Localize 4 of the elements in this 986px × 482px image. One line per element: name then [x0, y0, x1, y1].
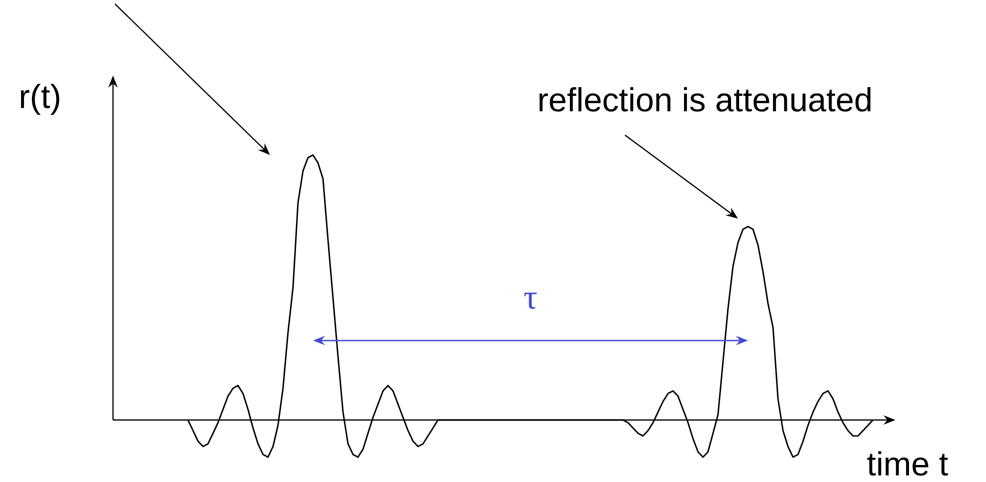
y-axis-title: r(t) — [20, 84, 60, 115]
annotation: τ — [524, 292, 537, 309]
x-axis-title: time t — [867, 451, 948, 476]
text: reflection is attenuated — [540, 87, 870, 112]
